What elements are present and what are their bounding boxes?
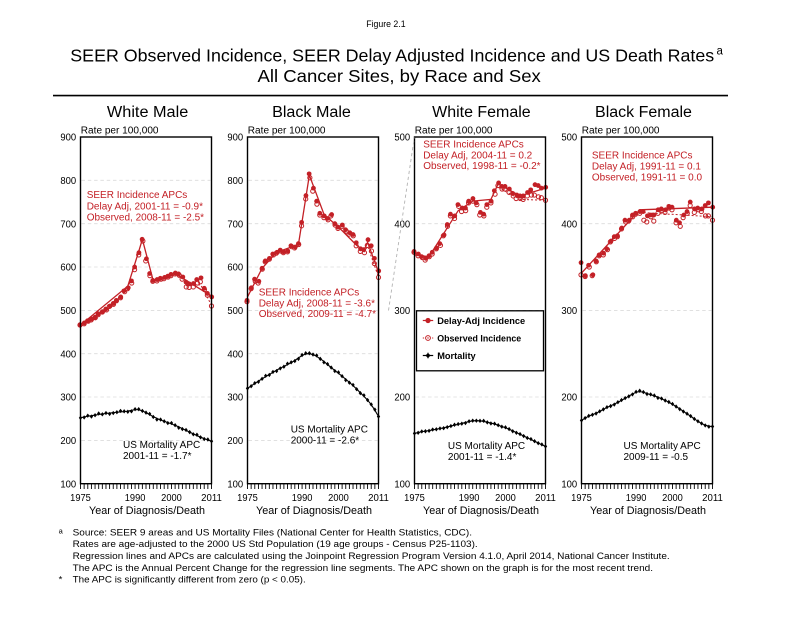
svg-text:400: 400 [394, 219, 410, 230]
svg-text:Rate per 100,000: Rate per 100,000 [415, 126, 493, 137]
svg-text:Rate per 100,000: Rate per 100,000 [81, 126, 159, 137]
svg-text:Delay Adj, 2004-11 = 0.2: Delay Adj, 2004-11 = 0.2 [423, 150, 532, 161]
svg-text:900: 900 [60, 133, 76, 144]
svg-text:Regression lines and APCs are: Regression lines and APCs are calculated… [73, 551, 670, 562]
svg-text:1990: 1990 [459, 493, 480, 504]
svg-text:Delay-Adj Incidence: Delay-Adj Incidence [437, 316, 525, 327]
svg-text:Observed, 2008-11 = -2.5*: Observed, 2008-11 = -2.5* [87, 212, 204, 223]
svg-text:SEER Incidence APCs: SEER Incidence APCs [87, 190, 188, 201]
svg-text:600: 600 [60, 263, 76, 274]
svg-text:Delay Adj, 1991-11 = 0.1: Delay Adj, 1991-11 = 0.1 [592, 162, 701, 173]
svg-text:2011: 2011 [201, 493, 222, 504]
svg-text:Figure 2.1: Figure 2.1 [366, 19, 406, 29]
svg-text:2000-11 = -2.6*: 2000-11 = -2.6* [291, 436, 360, 447]
svg-text:Year of Diagnosis/Death: Year of Diagnosis/Death [590, 505, 706, 517]
svg-text:White Female: White Female [432, 104, 531, 121]
svg-text:2000: 2000 [328, 493, 349, 504]
svg-text:300: 300 [60, 393, 76, 404]
svg-text:US Mortality APC: US Mortality APC [123, 440, 200, 451]
svg-text:1975: 1975 [237, 493, 258, 504]
svg-text:900: 900 [227, 133, 243, 144]
svg-text:2000: 2000 [495, 493, 516, 504]
svg-text:1975: 1975 [571, 493, 592, 504]
svg-text:2011: 2011 [702, 493, 723, 504]
svg-text:300: 300 [561, 306, 577, 317]
svg-text:400: 400 [227, 349, 243, 360]
svg-text:400: 400 [561, 219, 577, 230]
svg-text:2000: 2000 [161, 493, 182, 504]
svg-text:700: 700 [227, 219, 243, 230]
svg-text:300: 300 [227, 393, 243, 404]
svg-text:Rate per 100,000: Rate per 100,000 [582, 126, 660, 137]
svg-text:All Cancer Sites, by Race and: All Cancer Sites, by Race and Sex [258, 66, 541, 86]
svg-text:500: 500 [561, 133, 577, 144]
svg-text:The APC is significantly diffe: The APC is significantly different from … [73, 575, 306, 586]
svg-text:Source: SEER 9 areas and US Mo: Source: SEER 9 areas and US Mortality Fi… [73, 527, 472, 538]
svg-text:Observed, 2009-11 = -4.7*: Observed, 2009-11 = -4.7* [259, 309, 376, 320]
svg-text:200: 200 [394, 393, 410, 404]
svg-text:1990: 1990 [292, 493, 313, 504]
svg-text:500: 500 [60, 306, 76, 317]
svg-text:The APC is the Annual Percent: The APC is the Annual Percent Change for… [73, 563, 653, 574]
svg-text:1990: 1990 [626, 493, 647, 504]
svg-text:700: 700 [60, 219, 76, 230]
svg-text:200: 200 [561, 393, 577, 404]
svg-text:1990: 1990 [125, 493, 146, 504]
svg-text:SEER Incidence APCs: SEER Incidence APCs [592, 151, 693, 162]
svg-text:2009-11 = -0.5: 2009-11 = -0.5 [624, 452, 689, 463]
svg-text:600: 600 [227, 263, 243, 274]
svg-text:SEER Observed Incidence, SEER: SEER Observed Incidence, SEER Delay Adju… [70, 46, 714, 66]
svg-text:Observed, 1998-11 = -0.2*: Observed, 1998-11 = -0.2* [423, 161, 540, 172]
svg-text:800: 800 [60, 176, 76, 187]
svg-text:800: 800 [227, 176, 243, 187]
svg-text:1975: 1975 [70, 493, 91, 504]
svg-text:US Mortality APC: US Mortality APC [448, 441, 525, 452]
svg-text:500: 500 [394, 133, 410, 144]
svg-text:Black Female: Black Female [595, 104, 692, 121]
svg-text:500: 500 [227, 306, 243, 317]
svg-text:2011: 2011 [368, 493, 389, 504]
svg-text:SEER Incidence APCs: SEER Incidence APCs [423, 140, 524, 151]
svg-text:SEER Incidence APCs: SEER Incidence APCs [259, 288, 360, 299]
svg-text:100: 100 [561, 479, 577, 490]
svg-text:2001-11 = -1.7*: 2001-11 = -1.7* [123, 451, 192, 462]
svg-text:300: 300 [394, 306, 410, 317]
svg-text:1975: 1975 [404, 493, 425, 504]
svg-text:US Mortality APC: US Mortality APC [291, 424, 368, 435]
svg-text:100: 100 [394, 479, 410, 490]
svg-text:Rates are age-adjusted to the: Rates are age-adjusted to the 2000 US St… [73, 539, 478, 550]
svg-text:White Male: White Male [107, 104, 188, 121]
svg-text:2011: 2011 [535, 493, 556, 504]
svg-text:Observed, 1991-11 = 0.0: Observed, 1991-11 = 0.0 [592, 173, 703, 184]
svg-text:US Mortality APC: US Mortality APC [624, 441, 701, 452]
svg-text:2000: 2000 [662, 493, 683, 504]
svg-text:Year of Diagnosis/Death: Year of Diagnosis/Death [256, 505, 372, 517]
svg-text:Observed Incidence: Observed Incidence [437, 334, 521, 345]
svg-text:Mortality: Mortality [437, 351, 476, 362]
svg-text:*: * [59, 575, 63, 586]
svg-text:200: 200 [60, 436, 76, 447]
svg-text:100: 100 [227, 479, 243, 490]
svg-text:400: 400 [60, 349, 76, 360]
svg-text:Delay Adj, 2008-11 = -3.6*: Delay Adj, 2008-11 = -3.6* [259, 299, 375, 310]
svg-text:200: 200 [227, 436, 243, 447]
svg-text:Year of Diagnosis/Death: Year of Diagnosis/Death [89, 505, 205, 517]
svg-text:Black Male: Black Male [272, 104, 351, 121]
svg-text:a: a [717, 46, 724, 58]
svg-text:Rate per 100,000: Rate per 100,000 [248, 126, 326, 137]
svg-text:a: a [59, 526, 64, 535]
svg-text:2001-11 = -1.4*: 2001-11 = -1.4* [448, 452, 517, 463]
svg-text:100: 100 [60, 479, 76, 490]
svg-text:Delay Adj, 2001-11 = -0.9*: Delay Adj, 2001-11 = -0.9* [87, 202, 203, 213]
svg-text:Year of Diagnosis/Death: Year of Diagnosis/Death [423, 505, 539, 517]
